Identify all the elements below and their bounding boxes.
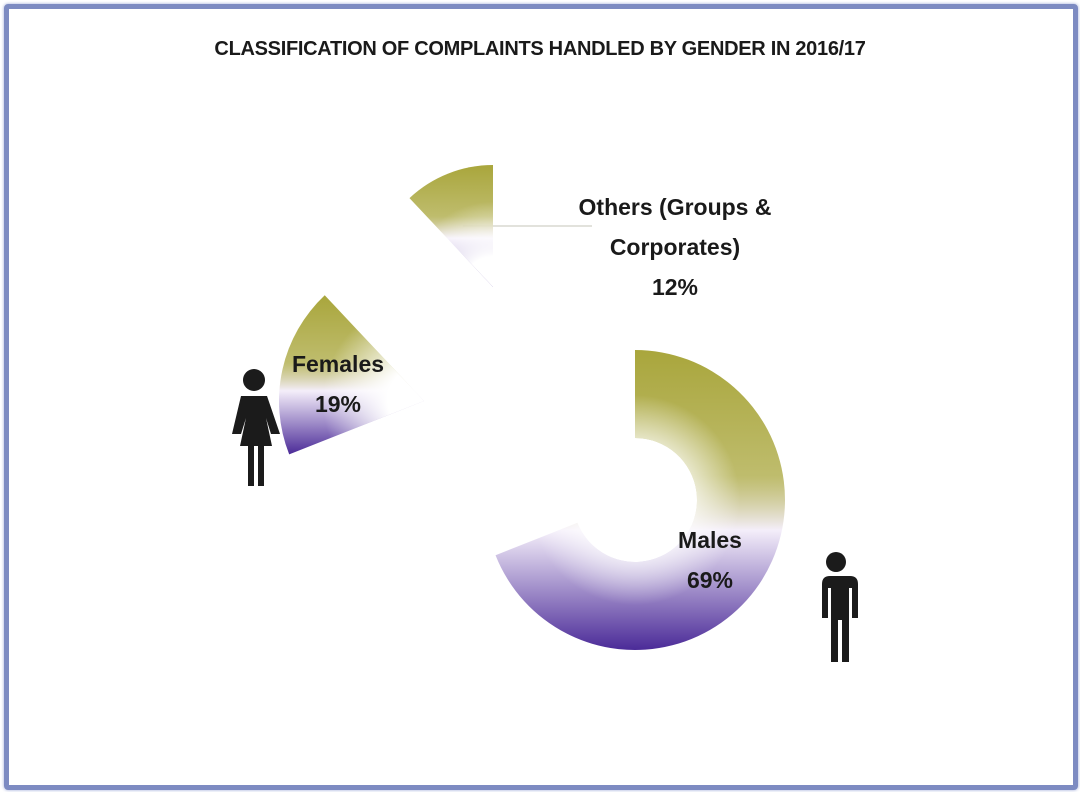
slice-category: Males <box>678 527 742 553</box>
slice-value: 12% <box>651 274 699 300</box>
slice-category: Others (Groups & Corporates) <box>578 194 772 260</box>
frame <box>4 4 1078 790</box>
chart-title: CLASSIFICATION OF COMPLAINTS HANDLED BY … <box>214 38 866 60</box>
slice-value: 69% <box>686 567 734 593</box>
male-icon <box>822 552 858 662</box>
female-icon <box>232 369 280 486</box>
slice-highlight <box>409 165 493 287</box>
slice-highlight <box>279 295 424 455</box>
slice-highlight <box>495 350 785 650</box>
slice-category: Females <box>291 351 385 377</box>
slice-value: 19% <box>314 391 362 417</box>
